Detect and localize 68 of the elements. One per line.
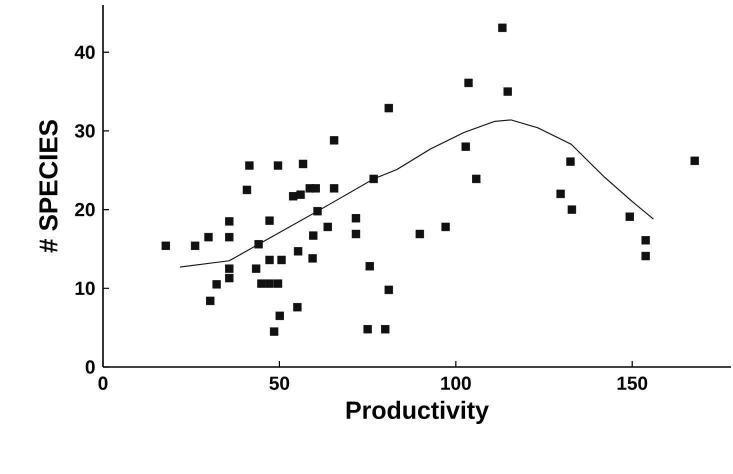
point xyxy=(352,230,360,238)
point xyxy=(252,264,260,273)
point xyxy=(265,216,274,225)
point xyxy=(352,214,360,222)
x-tick-label: 100 xyxy=(441,376,471,390)
point xyxy=(568,205,576,214)
point xyxy=(288,192,298,200)
point xyxy=(324,222,332,232)
point xyxy=(641,252,650,260)
point xyxy=(309,231,318,240)
point xyxy=(313,206,322,216)
point xyxy=(369,174,378,184)
point xyxy=(363,325,372,334)
point xyxy=(416,230,424,238)
point xyxy=(384,286,393,294)
point xyxy=(296,190,305,199)
x-tick-label: 50 xyxy=(269,376,290,390)
point xyxy=(298,160,308,168)
point xyxy=(257,279,266,288)
point xyxy=(293,302,302,312)
x-axis-title: Productivity xyxy=(346,400,489,424)
point xyxy=(265,279,274,288)
y-tick-label: 10 xyxy=(76,282,95,296)
point xyxy=(225,264,234,273)
point xyxy=(330,184,338,193)
point xyxy=(464,78,473,88)
y-tick-label: 30 xyxy=(74,124,95,138)
point xyxy=(274,279,282,288)
point xyxy=(162,242,170,250)
point xyxy=(330,136,338,145)
line-series xyxy=(179,119,654,268)
point xyxy=(641,236,650,244)
y-axis-title: # SPECIES xyxy=(39,120,58,253)
point xyxy=(276,312,284,320)
point xyxy=(498,24,507,32)
x-tick-label: 150 xyxy=(618,376,648,390)
point xyxy=(384,104,393,112)
point xyxy=(294,247,302,256)
point xyxy=(461,142,470,151)
point xyxy=(503,87,512,96)
point xyxy=(225,217,234,226)
point xyxy=(190,242,200,250)
y-tick-label: 20 xyxy=(75,202,95,216)
point xyxy=(308,254,317,263)
x-tick-label: 0 xyxy=(98,376,108,390)
point xyxy=(277,256,286,264)
point xyxy=(274,161,282,170)
point xyxy=(254,240,263,248)
point xyxy=(242,186,252,194)
point xyxy=(225,232,234,242)
point xyxy=(690,156,699,166)
point xyxy=(441,222,450,232)
point xyxy=(381,325,390,334)
point xyxy=(270,327,278,336)
point xyxy=(225,274,234,282)
point xyxy=(626,212,634,221)
point xyxy=(245,161,254,170)
point xyxy=(265,256,274,264)
y-tick-label: 40 xyxy=(74,46,95,59)
point xyxy=(566,157,575,166)
point xyxy=(312,184,320,193)
point xyxy=(472,174,480,184)
point xyxy=(204,232,213,242)
point xyxy=(206,296,214,306)
y-tick-label: 0 xyxy=(86,360,95,374)
point xyxy=(212,280,221,289)
point xyxy=(366,262,374,270)
point xyxy=(556,190,565,198)
